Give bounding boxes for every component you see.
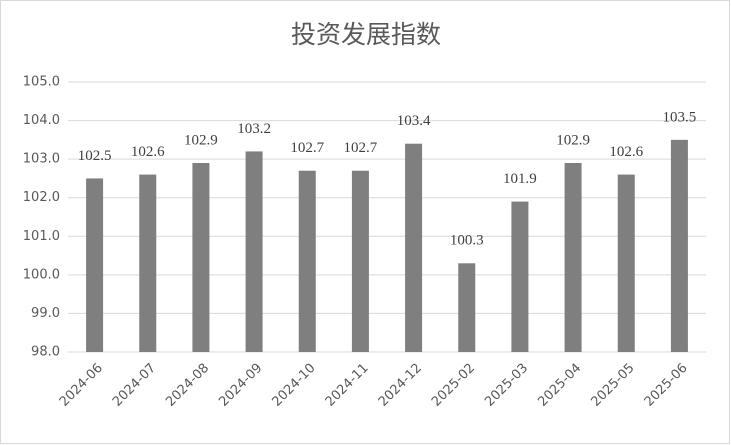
bar [564,163,582,352]
value-label: 103.2 [237,121,271,137]
value-label: 102.6 [131,144,165,160]
bar [86,178,104,352]
value-label: 102.5 [78,148,112,164]
bar [458,263,476,352]
y-tick-label: 105.0 [23,75,60,90]
value-label: 102.6 [609,144,643,160]
value-label: 100.3 [450,233,484,249]
bar [405,143,423,352]
value-label: 102.7 [344,140,378,156]
bar [617,174,635,352]
y-tick-label: 103.0 [23,152,60,167]
value-label: 103.4 [397,113,431,129]
value-label: 102.7 [290,140,324,156]
bar [298,170,316,352]
value-label: 102.9 [556,132,590,148]
value-label: 102.9 [184,132,218,148]
bar [351,170,369,352]
y-tick-label: 101.0 [23,229,60,244]
value-label: 103.5 [663,109,697,125]
bar [511,201,529,352]
value-label: 101.9 [503,171,537,187]
y-tick-label: 98.0 [31,345,60,360]
bar [670,139,688,352]
y-tick-label: 102.0 [23,190,60,205]
y-tick-label: 99.0 [31,306,60,321]
y-tick-label: 104.0 [23,113,60,128]
chart-title: 投资发展指数 [291,20,441,49]
y-tick-label: 100.0 [23,267,60,282]
bar [139,174,157,352]
bar [192,163,210,352]
bar [245,151,263,352]
